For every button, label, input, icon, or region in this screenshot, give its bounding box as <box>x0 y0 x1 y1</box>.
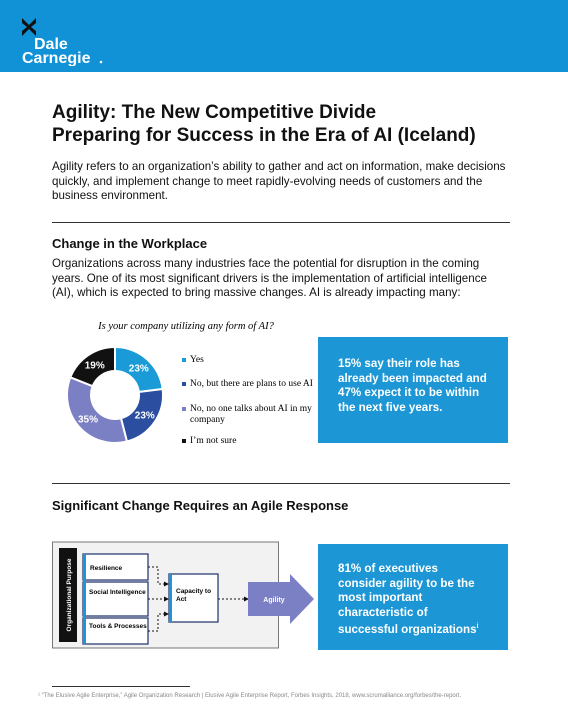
header-bar: Dale Carnegie <box>0 0 568 72</box>
callout: 81% of executives consider agility to be… <box>318 544 508 650</box>
legend-item: No, but there are plans to use AI <box>182 379 322 390</box>
box-label: Social Intelligence <box>89 589 146 596</box>
legend-swatch <box>182 439 186 443</box>
agility-arrow <box>248 574 314 624</box>
slice-label: 23% <box>135 411 155 422</box>
donut-chart: 23% 23% 35% 19% <box>66 345 164 444</box>
arrow-label: Agility <box>263 597 284 604</box>
legend-swatch <box>182 358 186 362</box>
slice-label: 19% <box>85 361 105 372</box>
legend-swatch <box>182 407 186 411</box>
donut-slice <box>69 345 116 388</box>
divider <box>52 222 510 223</box>
paragraph: Organizations across many industries fac… <box>52 257 487 299</box>
logo-icon <box>22 18 36 36</box>
logo-text: Carnegie <box>22 50 91 66</box>
callout-text: 81% of executives consider agility to be… <box>338 562 477 636</box>
legend-item: Yes <box>182 355 322 366</box>
callout: 15% say their role has already been impa… <box>318 337 508 443</box>
footnote-ref: i <box>476 623 479 630</box>
footnote: ¹ “The Elusive Agile Enterprise,” Agile … <box>38 693 462 699</box>
chart-title: Is your company utilizing any form of AI… <box>98 321 274 332</box>
slice-label: 35% <box>78 414 98 425</box>
logo-text: Dale <box>34 36 68 53</box>
legend-item: I’m not sure <box>182 436 322 447</box>
box-accent <box>169 574 172 622</box>
title: Agility: The New Competitive Divide <box>52 102 377 123</box>
logo-dot <box>99 60 103 64</box>
agility-diagram: Organizational Purpose Resilience Social… <box>52 541 314 649</box>
box-label: Tools & Processes <box>89 623 147 630</box>
center-label: Capacity to Act <box>176 588 212 603</box>
legend-label: I’m not sure <box>190 436 237 446</box>
side-bar <box>59 548 77 642</box>
title: Preparing for Success in the Era of AI (… <box>52 125 476 146</box>
side-label: Organizational Purpose <box>66 558 73 631</box>
connectors <box>148 566 249 632</box>
legend-label: No, no one talks about AI in my company <box>190 404 312 425</box>
center-box <box>168 573 219 623</box>
divider <box>52 483 510 484</box>
intro: Agility refers to an organization’s abil… <box>52 160 506 202</box>
legend-item: No, no one talks about AI in my company <box>182 404 322 426</box>
legend-label: No, but there are plans to use AI <box>190 379 313 389</box>
box-label: Resilience <box>90 565 123 572</box>
donut-slice <box>66 376 129 444</box>
box-accent <box>83 554 86 644</box>
section-heading: Significant Change Requires an Agile Res… <box>52 498 349 513</box>
slice-label: 23% <box>129 363 149 374</box>
legend-swatch <box>182 382 186 386</box>
legend-label: Yes <box>190 355 204 365</box>
footnote-rule <box>52 686 190 687</box>
logo: Dale Carnegie <box>22 18 103 66</box>
section-heading: Change in the Workplace <box>52 236 208 251</box>
